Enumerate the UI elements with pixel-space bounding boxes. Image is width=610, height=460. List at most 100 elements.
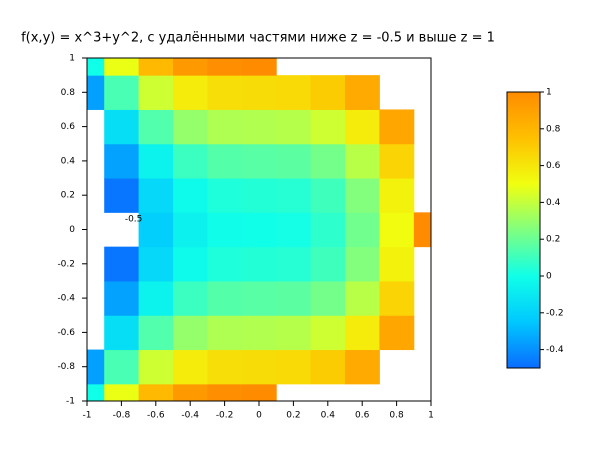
heat-cell <box>276 315 312 351</box>
contour-label: -0.5 <box>125 215 143 225</box>
heat-cell <box>379 109 415 145</box>
heat-cell <box>173 280 208 316</box>
heat-cell <box>276 246 312 282</box>
heat-cell <box>104 58 140 76</box>
heat-cell <box>173 383 208 401</box>
heat-cell <box>207 75 243 110</box>
colorbar-tick-label: 0.2 <box>546 235 560 245</box>
x-tick-label: -0.2 <box>216 411 234 421</box>
heat-cell <box>173 75 208 110</box>
heat-cell <box>173 212 208 248</box>
heat-cell <box>241 109 277 145</box>
heat-cell <box>345 349 380 385</box>
y-tick-label: 0.2 <box>61 191 75 201</box>
heat-cell <box>276 280 312 316</box>
heat-cell <box>138 109 174 145</box>
heat-cell <box>241 280 277 316</box>
x-tick-label: -0.4 <box>181 411 199 421</box>
heat-cell <box>104 109 140 145</box>
y-tick-label: -1 <box>66 397 75 407</box>
y-tick-label: -0.8 <box>57 362 75 372</box>
heat-cell <box>207 212 243 248</box>
colorbar-tick-label: 0 <box>546 272 552 282</box>
heat-cell <box>345 178 380 213</box>
x-tick-label: 0.4 <box>321 411 336 421</box>
y-tick-label: 0 <box>69 225 75 235</box>
colorbar <box>506 91 541 369</box>
heat-cell <box>207 280 243 316</box>
colorbar-tick-label: 0.6 <box>546 161 561 171</box>
heat-cell <box>241 75 277 110</box>
y-tick-label: 1 <box>69 54 75 64</box>
chart-title: f(x,y) = x^3+y^2, с удалёнными частями н… <box>21 31 495 46</box>
heat-cell <box>138 315 174 351</box>
y-tick-label: 0.6 <box>61 122 76 132</box>
heat-cell <box>310 280 346 316</box>
heat-cell <box>379 212 415 248</box>
heat-cell <box>207 246 243 282</box>
heat-cell <box>310 109 346 145</box>
heat-cell <box>173 246 208 282</box>
heat-cell <box>87 349 105 385</box>
heat-cell <box>138 75 174 110</box>
heat-cell <box>207 58 243 76</box>
heat-cell <box>138 143 174 179</box>
heat-cell <box>87 58 105 76</box>
heat-cell <box>138 349 174 385</box>
heat-cell <box>345 212 380 248</box>
heat-cell <box>207 178 243 213</box>
heat-cell <box>379 246 415 282</box>
heat-cell <box>241 178 277 213</box>
heat-cell <box>413 212 431 248</box>
heat-cell <box>138 280 174 316</box>
x-tick-label: 1 <box>428 411 434 421</box>
heat-cell <box>276 143 312 179</box>
heat-cell <box>276 349 312 385</box>
heat-cell <box>310 75 346 110</box>
heat-cell <box>310 212 346 248</box>
heat-cell <box>276 178 312 213</box>
heat-cell <box>104 75 140 110</box>
heat-cell <box>138 212 174 248</box>
y-tick-label: -0.2 <box>57 259 75 269</box>
heat-cell <box>173 58 208 76</box>
heat-cell <box>345 246 380 282</box>
x-tick-label: 0.2 <box>286 411 300 421</box>
heat-cell <box>207 349 243 385</box>
colorbar-tick-label: -0.2 <box>546 308 564 318</box>
heat-cell <box>104 143 140 179</box>
heat-cell <box>87 75 105 110</box>
heat-cell <box>104 280 140 316</box>
heat-cell <box>345 315 380 351</box>
colorbar-tick-label: 1 <box>546 88 552 98</box>
heat-cell <box>379 178 415 213</box>
heat-cell <box>87 383 105 401</box>
heat-cell <box>345 75 380 110</box>
heat-cell <box>379 315 415 351</box>
colorbar-tick-label: -0.4 <box>546 345 564 355</box>
heat-cell <box>310 246 346 282</box>
heat-cell <box>207 143 243 179</box>
y-tick-label: 0.4 <box>61 156 76 166</box>
heat-cell <box>173 109 208 145</box>
heat-cell <box>138 178 174 213</box>
colorbar-tick-label: 0.4 <box>546 198 561 208</box>
heat-cell <box>345 143 380 179</box>
heat-cell <box>104 349 140 385</box>
heat-cell <box>241 58 277 76</box>
x-tick-label: 0 <box>256 411 262 421</box>
heat-cell <box>138 58 174 76</box>
heat-cell <box>207 109 243 145</box>
x-tick-label: -1 <box>83 411 92 421</box>
heat-cell <box>207 383 243 401</box>
heat-cell <box>241 246 277 282</box>
heat-cell <box>104 246 140 282</box>
y-tick-label: 0.8 <box>61 88 76 98</box>
heat-cell <box>138 246 174 282</box>
heat-cell <box>207 315 243 351</box>
heat-cell <box>345 280 380 316</box>
heat-cell <box>241 315 277 351</box>
heat-cell <box>104 383 140 401</box>
heat-cell <box>241 349 277 385</box>
